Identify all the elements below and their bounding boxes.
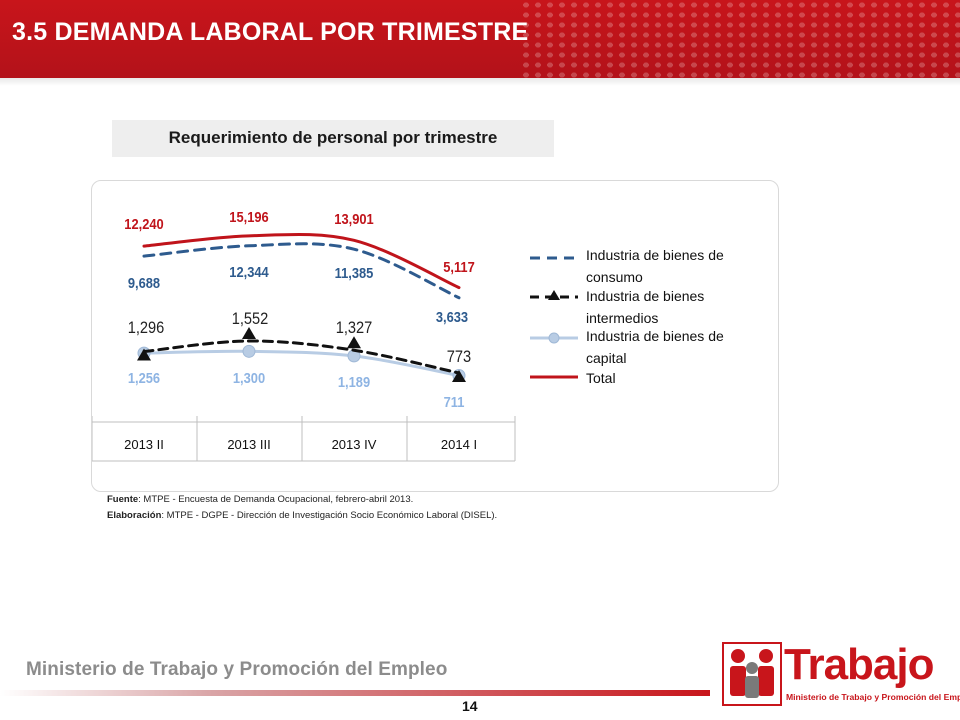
slide-title: 3.5 DEMANDA LABORAL POR TRIMESTRE <box>12 18 529 46</box>
legend-label: Industria de bienes de <box>586 328 724 344</box>
source-label: Fuente <box>107 494 139 505</box>
data-label: 11,385 <box>335 264 374 281</box>
series-point-capital <box>242 344 256 358</box>
logo-word: Trabajo <box>784 640 934 689</box>
legend-marker-triangle <box>548 290 560 300</box>
header-dot-pattern <box>520 0 960 78</box>
legend-label: Total <box>586 370 616 386</box>
logo-subtitle: Ministerio de Trabajo y Promoción del Em… <box>786 692 960 702</box>
footer-rule <box>0 690 710 696</box>
series-point-intermedios <box>137 348 151 361</box>
credit-label: Elaboración <box>107 510 162 521</box>
people-logo-icon <box>722 642 782 706</box>
trabajo-logo: Trabajo Ministerio de Trabajo y Promoció… <box>722 640 960 708</box>
series-line-3 <box>142 232 461 290</box>
data-label: 1,189 <box>338 373 370 390</box>
data-label: 3,633 <box>436 308 468 325</box>
series-line-2 <box>142 349 461 378</box>
legend-label: consumo <box>586 269 643 285</box>
data-label: 1,256 <box>128 369 160 386</box>
data-label: 1,296 <box>128 319 165 337</box>
legend-label: Industria de bienes <box>586 288 704 304</box>
data-label: 1,327 <box>336 319 373 337</box>
chart-frame: 2013 II 2013 III 2013 IV 2014 I 12,240 15,196… <box>91 180 779 492</box>
credit-text: : MTPE - DGPE - Dirección de Investigaci… <box>161 510 498 521</box>
series-point-intermedios <box>242 326 256 339</box>
subtitle-box: Requerimiento de personal por trimestre <box>112 120 554 157</box>
series-point-intermedios <box>452 369 466 382</box>
source-line: Fuente: MTPE - Encuesta de Demanda Ocupa… <box>107 492 497 508</box>
data-label: 12,240 <box>124 215 164 232</box>
x-tick-label: 2013 II <box>124 437 164 452</box>
data-label: 5,117 <box>443 258 475 275</box>
credit-line: Elaboración: MTPE - DGPE - Dirección de … <box>107 508 497 524</box>
ministry-name: Ministerio de Trabajo y Promoción del Em… <box>26 659 448 680</box>
data-label: 15,196 <box>229 208 269 225</box>
series-point-intermedios <box>347 336 361 349</box>
header-shadow <box>0 78 960 86</box>
page-number: 14 <box>462 698 478 714</box>
legend-label: capital <box>586 350 626 366</box>
chart-subtitle: Requerimiento de personal por trimestre <box>168 128 498 147</box>
data-label: 773 <box>447 348 472 366</box>
data-label: 1,552 <box>232 310 269 328</box>
data-label: 1,300 <box>233 369 265 386</box>
legend-marker-circle <box>548 332 560 344</box>
header-bar: 3.5 DEMANDA LABORAL POR TRIMESTRE <box>0 0 960 78</box>
x-tick-label: 2014 I <box>441 437 477 452</box>
data-label: 711 <box>444 393 465 410</box>
data-label: 9,688 <box>128 274 160 291</box>
data-label: 13,901 <box>334 210 374 227</box>
legend-label: Industria de bienes de <box>586 247 724 263</box>
series-line-0 <box>142 242 461 300</box>
data-label: 12,344 <box>229 263 269 280</box>
x-tick-label: 2013 IV <box>332 437 377 452</box>
legend-label: intermedios <box>586 310 658 326</box>
source-notes: Fuente: MTPE - Encuesta de Demanda Ocupa… <box>107 492 497 524</box>
series-line-1 <box>142 339 461 375</box>
line-chart: 2013 II 2013 III 2013 IV 2014 I 12,240 15,196… <box>92 208 724 462</box>
source-text: : MTPE - Encuesta de Demanda Ocupacional… <box>138 494 414 505</box>
x-tick-label: 2013 III <box>227 437 270 452</box>
